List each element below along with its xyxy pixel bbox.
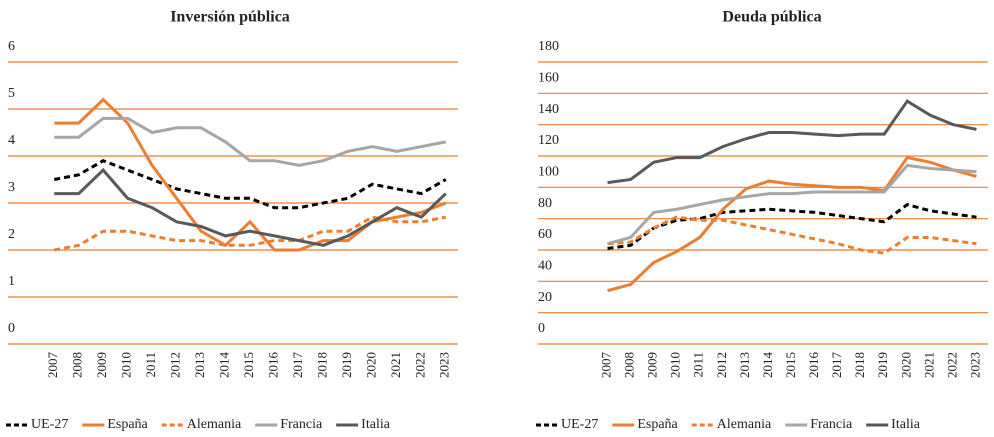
series-line bbox=[54, 97, 447, 252]
legend-label: Italia bbox=[891, 417, 921, 432]
chart-title: Inversión pública bbox=[170, 9, 290, 26]
x-tick-label: 2009 bbox=[645, 352, 660, 378]
y-tick-label: 180 bbox=[538, 39, 559, 54]
x-tick-label: 2016 bbox=[806, 352, 821, 379]
y-tick-label: 3 bbox=[8, 180, 15, 195]
y-tick-label: 120 bbox=[538, 133, 559, 148]
y-tick-label: 80 bbox=[538, 196, 552, 211]
x-tick-label: 2014 bbox=[217, 352, 232, 379]
x-tick-label: 2022 bbox=[412, 352, 427, 378]
x-tick-label: 2021 bbox=[388, 352, 403, 378]
legend-label: España bbox=[107, 417, 148, 432]
y-tick-label: 6 bbox=[8, 39, 15, 54]
y-tick-label: 0 bbox=[538, 321, 545, 336]
legend-label: Alemania bbox=[187, 417, 242, 432]
x-tick-label: 2019 bbox=[339, 352, 354, 378]
x-tick-label: 2020 bbox=[898, 352, 913, 378]
x-tick-label: 2008 bbox=[622, 352, 637, 378]
x-tick-label: 2008 bbox=[70, 352, 85, 378]
x-tick-label: 2017 bbox=[290, 352, 305, 379]
series-line bbox=[54, 116, 447, 167]
y-tick-label: 40 bbox=[538, 259, 552, 274]
x-tick-label: 2013 bbox=[192, 352, 207, 378]
y-tick-label: 20 bbox=[538, 290, 552, 305]
x-tick-label: 2007 bbox=[599, 352, 614, 379]
legend-label: UE-27 bbox=[561, 417, 598, 432]
x-tick-label: 2010 bbox=[668, 352, 683, 378]
y-tick-label: 2 bbox=[8, 227, 15, 242]
y-tick-label: 5 bbox=[8, 86, 15, 101]
y-tick-label: 1 bbox=[8, 274, 15, 289]
legend-label: Francia bbox=[280, 417, 323, 432]
x-tick-label: 2011 bbox=[143, 352, 158, 378]
series-line bbox=[607, 155, 977, 293]
x-tick-label: 2023 bbox=[967, 352, 982, 378]
x-tick-label: 2010 bbox=[119, 352, 134, 378]
x-tick-label: 2022 bbox=[944, 352, 959, 378]
chart-title: Deuda pública bbox=[722, 9, 821, 26]
y-tick-label: 60 bbox=[538, 227, 552, 242]
y-tick-label: 4 bbox=[8, 133, 15, 148]
legend-label: Alemania bbox=[717, 417, 772, 432]
series-line bbox=[607, 215, 977, 255]
x-tick-label: 2018 bbox=[852, 352, 867, 378]
y-tick-label: 0 bbox=[8, 321, 15, 336]
series-line bbox=[53, 215, 447, 252]
x-tick-label: 2015 bbox=[783, 352, 798, 378]
legend-label: UE-27 bbox=[31, 417, 68, 432]
x-tick-label: 2018 bbox=[314, 352, 329, 378]
x-tick-label: 2011 bbox=[691, 352, 706, 378]
x-tick-label: 2007 bbox=[45, 352, 60, 379]
y-tick-label: 100 bbox=[538, 165, 559, 180]
series-line bbox=[607, 202, 977, 250]
y-tick-label: 160 bbox=[538, 71, 559, 86]
x-tick-label: 2014 bbox=[760, 352, 775, 379]
x-tick-label: 2012 bbox=[168, 352, 183, 378]
x-tick-label: 2017 bbox=[829, 352, 844, 379]
legend-label: Italia bbox=[361, 417, 391, 432]
x-tick-label: 2012 bbox=[714, 352, 729, 378]
legend-label: Francia bbox=[810, 417, 853, 432]
legend-label: España bbox=[637, 417, 678, 432]
x-tick-label: 2016 bbox=[265, 352, 280, 379]
x-tick-label: 2013 bbox=[737, 352, 752, 378]
series-line bbox=[54, 167, 447, 247]
y-tick-label: 140 bbox=[538, 102, 559, 117]
series-line bbox=[607, 99, 977, 185]
x-tick-label: 2019 bbox=[875, 352, 890, 378]
x-tick-label: 2009 bbox=[94, 352, 109, 378]
x-tick-label: 2020 bbox=[363, 352, 378, 378]
x-tick-label: 2021 bbox=[921, 352, 936, 378]
x-tick-label: 2023 bbox=[437, 352, 452, 378]
series-line bbox=[53, 159, 447, 210]
series-line bbox=[607, 163, 977, 246]
x-tick-label: 2015 bbox=[241, 352, 256, 378]
